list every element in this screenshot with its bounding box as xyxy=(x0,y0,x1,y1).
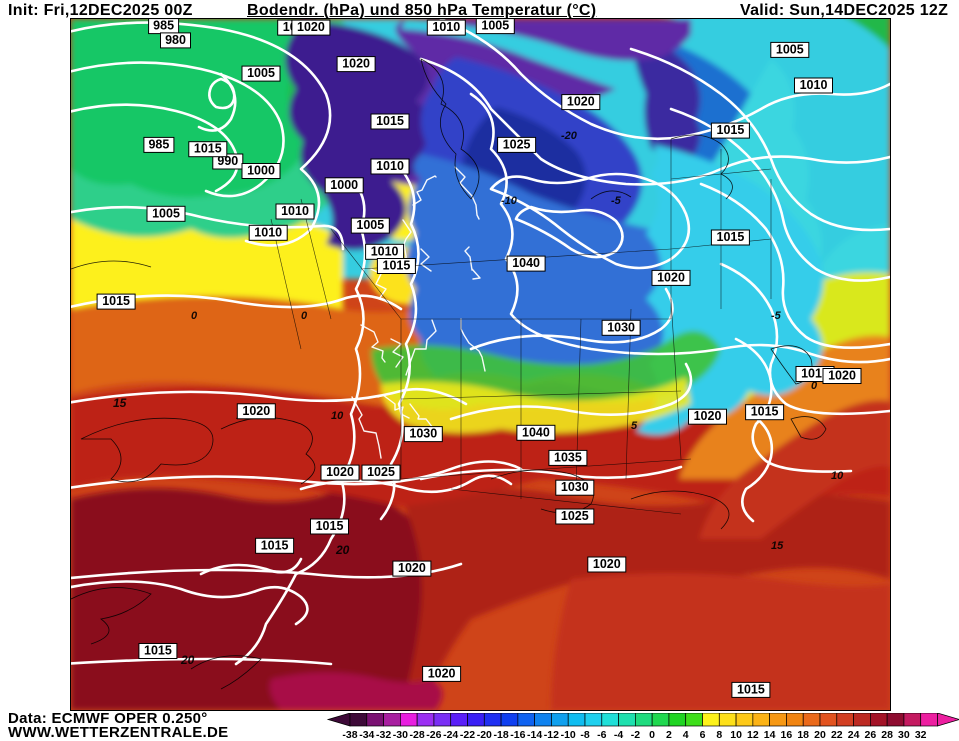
svg-text:16: 16 xyxy=(781,729,793,741)
svg-text:1020: 1020 xyxy=(428,666,456,680)
svg-text:1005: 1005 xyxy=(247,66,275,80)
svg-text:1030: 1030 xyxy=(607,320,635,334)
svg-text:1020: 1020 xyxy=(398,561,426,575)
svg-text:1005: 1005 xyxy=(356,218,384,232)
svg-text:1025: 1025 xyxy=(561,509,589,523)
svg-text:1040: 1040 xyxy=(522,425,550,439)
svg-text:1005: 1005 xyxy=(776,42,804,56)
svg-text:-10: -10 xyxy=(561,729,576,741)
svg-text:1020: 1020 xyxy=(242,404,270,418)
svg-text:1020: 1020 xyxy=(297,20,325,34)
svg-text:-5: -5 xyxy=(771,310,782,322)
svg-text:-10: -10 xyxy=(501,195,518,207)
svg-text:-38: -38 xyxy=(342,729,357,741)
svg-text:26: 26 xyxy=(865,729,877,741)
svg-text:1020: 1020 xyxy=(326,465,354,479)
svg-text:0: 0 xyxy=(191,310,198,322)
svg-text:1030: 1030 xyxy=(409,427,437,441)
svg-text:14: 14 xyxy=(764,729,776,741)
svg-text:18: 18 xyxy=(797,729,809,741)
svg-text:1010: 1010 xyxy=(281,204,309,218)
svg-text:1010: 1010 xyxy=(800,78,828,92)
svg-text:1020: 1020 xyxy=(567,95,595,109)
svg-text:15: 15 xyxy=(113,396,127,410)
svg-text:-26: -26 xyxy=(426,729,441,741)
svg-text:1015: 1015 xyxy=(194,142,222,156)
svg-text:1020: 1020 xyxy=(828,369,856,383)
svg-text:1005: 1005 xyxy=(152,206,180,220)
svg-text:-18: -18 xyxy=(494,729,509,741)
svg-text:-24: -24 xyxy=(443,729,458,741)
svg-text:1035: 1035 xyxy=(554,450,582,464)
svg-text:1000: 1000 xyxy=(330,178,358,192)
svg-text:-30: -30 xyxy=(393,729,408,741)
svg-text:1015: 1015 xyxy=(382,259,410,273)
svg-text:1030: 1030 xyxy=(561,480,589,494)
svg-text:1015: 1015 xyxy=(316,519,344,533)
svg-text:1015: 1015 xyxy=(716,123,744,137)
svg-text:985: 985 xyxy=(153,19,174,33)
svg-text:-6: -6 xyxy=(597,729,606,741)
svg-text:1020: 1020 xyxy=(342,57,370,71)
svg-text:1015: 1015 xyxy=(144,644,172,658)
svg-text:-28: -28 xyxy=(410,729,425,741)
svg-text:1040: 1040 xyxy=(512,256,540,270)
svg-text:5: 5 xyxy=(631,420,638,432)
svg-text:1020: 1020 xyxy=(593,557,621,571)
svg-text:0: 0 xyxy=(301,310,308,322)
svg-text:-22: -22 xyxy=(460,729,475,741)
svg-text:30: 30 xyxy=(898,729,910,741)
svg-text:22: 22 xyxy=(831,729,843,741)
svg-text:-8: -8 xyxy=(580,729,589,741)
svg-text:20: 20 xyxy=(814,729,826,741)
svg-text:1015: 1015 xyxy=(737,682,765,696)
svg-text:-14: -14 xyxy=(527,729,542,741)
svg-text:-4: -4 xyxy=(614,729,623,741)
svg-text:28: 28 xyxy=(881,729,893,741)
svg-text:12: 12 xyxy=(747,729,759,741)
svg-text:1015: 1015 xyxy=(716,230,744,244)
svg-text:1015: 1015 xyxy=(102,294,130,308)
svg-text:980: 980 xyxy=(165,33,186,47)
svg-text:2: 2 xyxy=(666,729,672,741)
svg-text:1015: 1015 xyxy=(751,405,779,419)
svg-text:1015: 1015 xyxy=(261,538,289,552)
svg-text:1025: 1025 xyxy=(367,465,395,479)
svg-text:-5: -5 xyxy=(611,195,622,207)
svg-text:1005: 1005 xyxy=(481,19,509,33)
svg-text:1025: 1025 xyxy=(503,137,531,151)
svg-text:4: 4 xyxy=(683,729,689,741)
svg-text:0: 0 xyxy=(649,729,655,741)
svg-text:1015: 1015 xyxy=(376,114,404,128)
svg-text:1000: 1000 xyxy=(247,164,275,178)
svg-text:1010: 1010 xyxy=(254,225,282,239)
svg-text:-2: -2 xyxy=(631,729,640,741)
svg-text:10: 10 xyxy=(831,470,844,482)
svg-text:-32: -32 xyxy=(376,729,391,741)
svg-text:15: 15 xyxy=(771,540,784,552)
svg-text:24: 24 xyxy=(848,729,860,741)
svg-text:10: 10 xyxy=(730,729,742,741)
svg-text:1010: 1010 xyxy=(371,244,399,258)
svg-text:20: 20 xyxy=(335,543,350,557)
svg-text:20: 20 xyxy=(180,653,195,667)
svg-text:-34: -34 xyxy=(359,729,374,741)
svg-text:985: 985 xyxy=(148,137,169,151)
svg-text:1010: 1010 xyxy=(432,20,460,34)
svg-text:1010: 1010 xyxy=(376,159,404,173)
svg-text:-20: -20 xyxy=(561,130,578,142)
svg-text:1020: 1020 xyxy=(657,270,685,284)
svg-text:8: 8 xyxy=(716,729,722,741)
svg-text:-20: -20 xyxy=(477,729,492,741)
svg-text:10: 10 xyxy=(331,410,344,422)
svg-text:32: 32 xyxy=(915,729,927,741)
svg-text:-16: -16 xyxy=(510,729,525,741)
svg-text:6: 6 xyxy=(700,729,706,741)
svg-text:-12: -12 xyxy=(544,729,559,741)
svg-text:1020: 1020 xyxy=(694,409,722,423)
